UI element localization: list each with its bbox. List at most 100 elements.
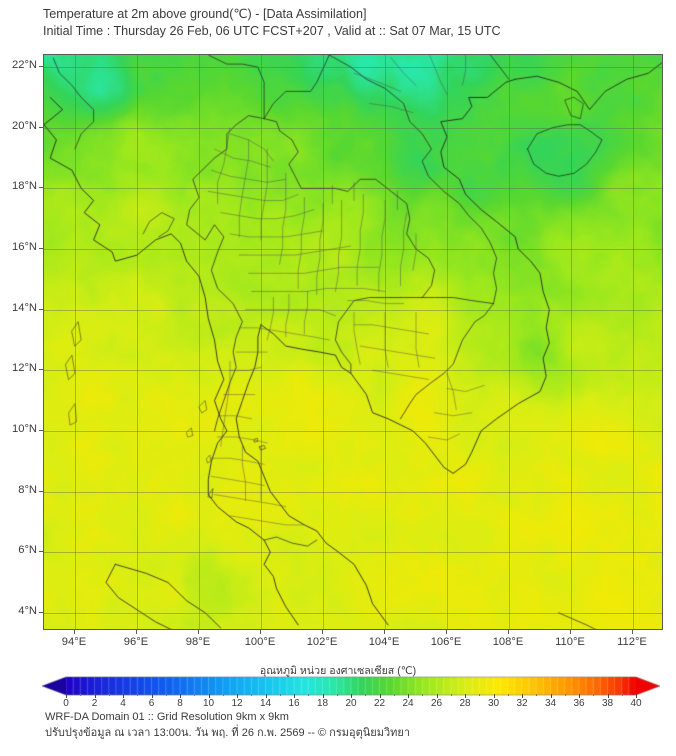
ytick-label: 8°N <box>18 483 37 496</box>
colorbar-tick-mark <box>607 694 609 698</box>
xtick-mark <box>508 630 509 634</box>
colorbar-tick-label: 20 <box>345 698 357 709</box>
gridline-lon <box>447 55 448 629</box>
gridline-lat <box>44 67 662 69</box>
ytick-label: 18°N <box>12 180 37 193</box>
geography-overlay <box>44 55 662 629</box>
gridline-lon <box>137 55 138 629</box>
colorbar-tick-mark <box>237 694 238 698</box>
colorbar-minor-tick <box>165 694 167 696</box>
xtick-label: 104°E <box>368 636 400 648</box>
xtick-label: 108°E <box>492 636 524 648</box>
gridline-lat <box>44 188 662 190</box>
gridline-lon <box>261 55 262 629</box>
gridline-lat <box>44 249 662 250</box>
colorbar-minor-tick <box>137 694 139 696</box>
xtick-mark <box>74 630 75 634</box>
ytick-label: 12°N <box>12 362 37 375</box>
map-plot-area: 4°N 6°N 8°N 10°N 12°N 14°N 16°N 18°N 20°N 22°N 94°… <box>12 54 663 648</box>
gridline-lat <box>44 309 662 311</box>
xtick-mark <box>322 630 323 634</box>
colorbar-tick-mark <box>322 694 324 698</box>
plot-frame <box>43 54 663 630</box>
xtick-label: 110°E <box>555 636 585 648</box>
footer-line-1: WRF-DA Domain 01 :: Grid Resolution 9km … <box>45 711 289 723</box>
gridline-lon <box>385 55 386 629</box>
gridline-lat <box>44 612 662 614</box>
colorbar-minor-tick <box>365 694 367 696</box>
gridline-lat <box>44 430 662 432</box>
colorbar-tick-mark <box>294 694 295 698</box>
ytick-label: 10°N <box>12 422 37 435</box>
ytick-mark <box>39 490 43 492</box>
xtick-mark <box>260 630 261 634</box>
colorbar-tick-mark <box>123 694 124 698</box>
colorbar-title: อุณหภูมิ หน่วย องศาเซลเซียส (℃) <box>259 665 417 677</box>
colorbar-tick-mark <box>208 694 210 698</box>
xtick-mark <box>384 630 385 634</box>
colorbar-minor-tick <box>479 694 481 696</box>
ytick-mark <box>39 308 43 310</box>
colorbar-minor-tick <box>222 694 224 696</box>
colorbar-minor-tick <box>564 694 566 696</box>
colorbar-tick-label: 12 <box>231 698 243 709</box>
colorbar-tick-label: 24 <box>402 698 414 709</box>
ytick-mark <box>39 66 43 68</box>
gridline-lon <box>323 55 324 629</box>
title-line-1: Temperature at 2m above ground(℃) - [Dat… <box>43 7 367 21</box>
colorbar-tick-mark <box>151 694 153 698</box>
colorbar-tick-label: 26 <box>430 698 443 709</box>
colorbar-tick-labels: 0 2 4 6 8 10 12 14 16 18 20 22 24 26 28 30 32 34 36 38 40 <box>42 694 660 712</box>
xtick-label: 98°E <box>185 636 211 648</box>
colorbar-minor-tick <box>393 694 395 696</box>
gridline-lat <box>44 370 662 372</box>
colorbar: อุณหภูมิ หน่วย องศาเซลเซียส (℃) 0 2 4 6 8 10 1… <box>0 662 676 714</box>
footer-credits: WRF-DA Domain 01 :: Grid Resolution 9km … <box>45 710 645 741</box>
colorbar-tick-mark <box>379 694 381 698</box>
colorbar-tick-mark <box>408 694 409 698</box>
colorbar-tick-label: 2 <box>91 698 98 709</box>
gridline-lon <box>75 55 76 629</box>
xtick-label: 112°E <box>617 636 647 648</box>
colorbar-tick-mark <box>351 694 352 698</box>
colorbar-tick-mark <box>550 694 552 698</box>
colorbar-minor-tick <box>194 694 196 696</box>
ytick-label: 4°N <box>18 604 37 617</box>
ytick-mark <box>39 187 43 189</box>
ytick-label: 16°N <box>12 241 37 253</box>
gridline-lat <box>44 127 662 129</box>
page-title: Temperature at 2m above ground(℃) - [Dat… <box>43 6 643 39</box>
ytick-mark <box>39 611 43 613</box>
xtick-label: 100°E <box>244 636 276 648</box>
xtick-mark <box>446 630 447 634</box>
colorbar-tick-label: 0 <box>63 698 69 709</box>
colorbar-tick-label: 30 <box>487 698 500 709</box>
gridline-lon <box>633 55 634 629</box>
ytick-mark <box>39 551 43 553</box>
ytick-mark <box>39 248 43 249</box>
colorbar-tick-label: 22 <box>373 698 386 709</box>
colorbar-minor-tick <box>450 694 452 696</box>
ytick-label: 22°N <box>12 59 37 72</box>
ytick-label: 14°N <box>12 301 37 314</box>
gridline-lon <box>571 55 572 629</box>
colorbar-tick-label: 36 <box>573 698 585 709</box>
colorbar-tick-mark <box>265 694 267 698</box>
ytick-mark <box>39 369 43 371</box>
colorbar-minor-tick <box>621 694 623 696</box>
colorbar-tick-label: 8 <box>177 698 183 709</box>
title-line-2: Initial Time : Thursday 26 Feb, 06 UTC F… <box>43 23 501 38</box>
xtick-label: 106°E <box>430 636 462 648</box>
colorbar-tick-label: 18 <box>316 698 329 709</box>
colorbar-tick-mark <box>522 694 523 698</box>
gridline-lat <box>44 552 662 554</box>
gridline-lat <box>44 491 662 493</box>
gridline-lon <box>199 55 200 629</box>
xtick-label: 94°E <box>61 636 87 648</box>
colorbar-tick-mark <box>465 694 466 698</box>
xtick-mark <box>198 630 199 634</box>
ytick-mark <box>39 126 43 128</box>
xtick-mark <box>136 630 137 634</box>
colorbar-tick-mark <box>66 694 67 698</box>
